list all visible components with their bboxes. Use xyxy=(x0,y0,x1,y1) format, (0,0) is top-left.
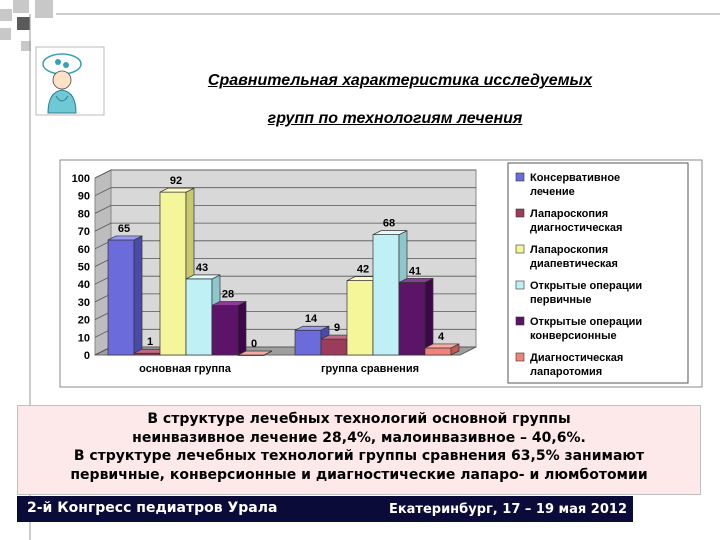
bar-0-5 xyxy=(237,350,273,356)
bar-top xyxy=(185,274,221,280)
data-label: 4 xyxy=(438,331,445,343)
bar-top xyxy=(424,343,460,349)
y-tick-label: 20 xyxy=(78,315,90,327)
legend-entry: Лапароскопия диапевтическая xyxy=(530,244,618,270)
y-tick-label: 50 xyxy=(78,262,90,274)
bar-side xyxy=(424,277,434,356)
y-tick-label: 60 xyxy=(78,244,90,256)
bar-0-0 xyxy=(107,235,143,356)
bar-front xyxy=(424,347,452,356)
y-tick-label: 80 xyxy=(78,208,90,220)
bar-top xyxy=(237,350,273,356)
summary-line-1: В структуре лечебных технологий основной… xyxy=(147,411,571,427)
gridline xyxy=(94,204,476,214)
data-label: 68 xyxy=(383,218,395,230)
bar-front xyxy=(320,338,348,356)
bar-0-4 xyxy=(211,300,247,356)
data-label: 42 xyxy=(357,264,369,276)
bar-top xyxy=(372,230,408,235)
bar-top xyxy=(107,235,143,241)
legend-entry: Диагностическая лапаротомия xyxy=(530,352,623,378)
bar-front xyxy=(398,282,426,356)
bar-top xyxy=(211,301,247,306)
legend-entry: Лапароскопия диагностическая xyxy=(530,208,622,234)
bar-front xyxy=(107,239,135,356)
legend-box xyxy=(507,162,689,384)
bar-1-5 xyxy=(424,343,460,356)
summary-line-2: неинвазивное лечение 28,4%, малоинвазивн… xyxy=(132,429,586,446)
chart-title-line2: групп по технологиям лечения xyxy=(267,110,523,127)
legend-swatch xyxy=(515,172,525,182)
legend-swatch xyxy=(515,352,525,362)
data-label: 1 xyxy=(147,336,153,348)
legend-entry: Открытые операции первичные xyxy=(530,280,642,306)
bar-chart: 0 10 20 30 40 50 60 70 80 90 100 65 1 92 43 28 0 основная… xyxy=(59,159,703,388)
legend-entry: Открытые операции конверсионные xyxy=(530,316,642,342)
doctor-nurse-clipart-icon xyxy=(35,46,105,116)
bar-side xyxy=(133,235,143,356)
gridline xyxy=(94,169,476,179)
legend-swatch xyxy=(515,316,525,326)
chart-title-line1: Сравнительная характеристика исследуемых xyxy=(207,72,593,89)
y-tick-label: 100 xyxy=(72,173,90,185)
congress-name: 2-й Конгресс педиатров Урала xyxy=(27,500,278,516)
bar-front xyxy=(159,191,187,356)
bar-front xyxy=(372,234,400,356)
data-label: 28 xyxy=(222,288,234,300)
y-tick-label: 10 xyxy=(78,332,90,344)
y-tick-label: 70 xyxy=(78,226,90,238)
data-label: 43 xyxy=(196,262,208,274)
legend-swatch xyxy=(515,208,525,218)
gridline xyxy=(94,187,476,197)
bar-1-4 xyxy=(398,277,434,356)
bar-front xyxy=(346,280,374,356)
bar-front xyxy=(185,278,213,356)
corner-squares xyxy=(0,0,53,51)
data-label: 92 xyxy=(170,175,182,187)
category-label: группа сравнения xyxy=(321,363,419,375)
bar-front xyxy=(294,329,322,356)
gridline xyxy=(94,222,476,232)
bar-top xyxy=(294,325,330,331)
y-tick-label: 30 xyxy=(78,297,90,309)
summary-line-3: В структуре лечебных технологий группы с… xyxy=(73,448,645,464)
legend-swatch xyxy=(515,280,525,290)
y-tick-label: 90 xyxy=(78,191,90,203)
event-date-place: Екатеринбург, 17 – 19 мая 2012 xyxy=(388,502,627,517)
bar-side xyxy=(237,300,247,356)
data-label: 9 xyxy=(334,322,340,334)
category-label: основная группа xyxy=(139,363,232,375)
data-label: 0 xyxy=(251,338,257,350)
summary-line-4: первичные, конверсионные и диагностическ… xyxy=(70,466,648,483)
data-label: 41 xyxy=(409,265,421,277)
bar-front xyxy=(211,305,239,356)
summary-box: В структуре лечебных технологий основной… xyxy=(17,405,701,495)
footer-bar: 2-й Конгресс педиатров Урала Екатеринбур… xyxy=(17,496,633,522)
data-label: 65 xyxy=(118,223,130,235)
y-tick-label: 0 xyxy=(84,350,90,362)
bar-top xyxy=(159,187,195,193)
bar-top xyxy=(398,278,434,283)
data-label: 14 xyxy=(305,313,318,325)
legend-entry: Консервативное лечение xyxy=(530,172,620,198)
y-tick-label: 40 xyxy=(78,279,90,291)
legend-swatch xyxy=(515,244,525,254)
